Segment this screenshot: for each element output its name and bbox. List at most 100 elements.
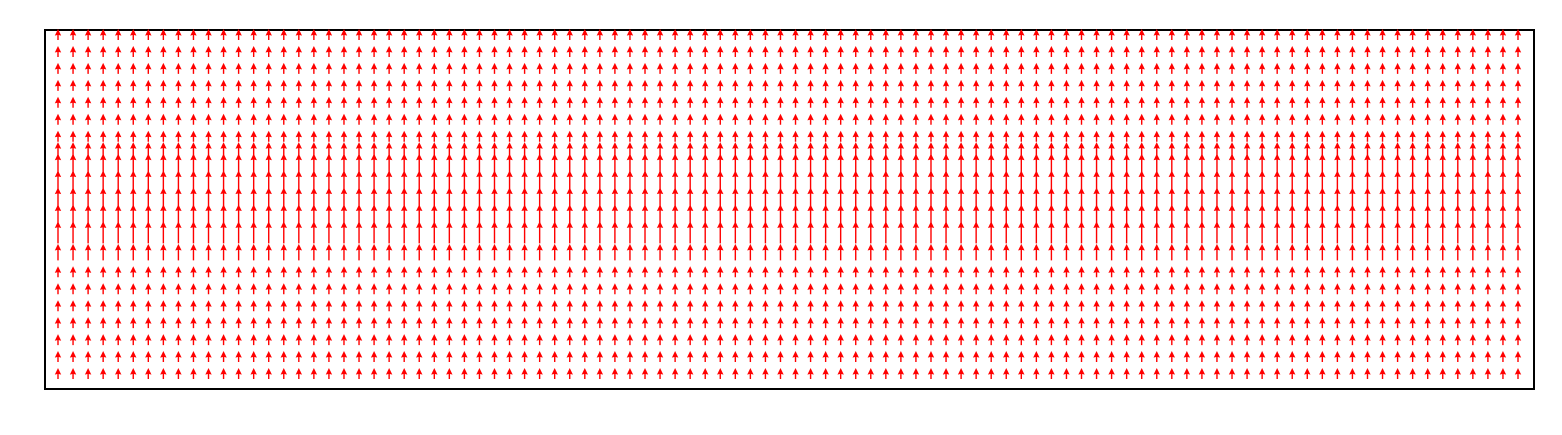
quiver-arrow [987, 170, 995, 193]
quiver-arrow [1499, 351, 1507, 363]
quiver-arrow [1319, 29, 1326, 40]
quiver-arrow [130, 187, 137, 210]
quiver-arrow [807, 317, 814, 329]
quiver-arrow [897, 334, 905, 346]
quiver-arrow [957, 170, 965, 193]
quiver-arrow [1213, 79, 1221, 91]
quiver-arrow [987, 79, 995, 91]
quiver-arrow [1198, 45, 1206, 57]
quiver-arrow [912, 130, 920, 142]
quiver-arrow [416, 62, 423, 74]
quiver-arrow [1289, 300, 1296, 312]
quiver-arrow [416, 300, 423, 312]
quiver-arrow [747, 300, 754, 312]
quiver-arrow [1213, 96, 1221, 108]
quiver-arrow [867, 351, 874, 363]
quiver-arrow [385, 113, 393, 125]
quiver-arrow [987, 283, 995, 295]
quiver-arrow [1033, 283, 1040, 295]
quiver-arrow [792, 300, 799, 312]
quiver-arrow [431, 187, 438, 210]
quiver-arrow [1304, 283, 1311, 295]
quiver-arrow [837, 96, 844, 108]
quiver-arrow [1364, 221, 1371, 244]
quiver-arrow [957, 153, 965, 176]
quiver-arrow [325, 170, 333, 193]
quiver-arrow [521, 187, 528, 210]
quiver-arrow [702, 368, 709, 379]
quiver-arrow [1048, 204, 1055, 227]
quiver-arrow [310, 243, 318, 261]
quiver-arrow [506, 113, 513, 125]
quiver-arrow [476, 62, 483, 74]
quiver-arrow [837, 300, 844, 312]
quiver-arrow [1078, 29, 1085, 40]
quiver-arrow [581, 243, 589, 261]
quiver-arrow [1093, 283, 1100, 295]
quiver-arrow [867, 204, 874, 227]
quiver-arrow [385, 96, 393, 108]
quiver-arrow [987, 266, 995, 278]
quiver-arrow [1183, 351, 1191, 363]
quiver-arrow [521, 153, 528, 176]
quiver-arrow [1424, 113, 1431, 125]
quiver-arrow [1183, 317, 1191, 329]
quiver-arrow [310, 79, 318, 91]
quiver-arrow [777, 204, 784, 227]
quiver-arrow [446, 62, 453, 74]
quiver-arrow [762, 29, 769, 40]
quiver-arrow [130, 266, 137, 278]
quiver-arrow [656, 79, 664, 91]
quiver-arrow [987, 113, 995, 125]
quiver-arrow [205, 130, 212, 142]
quiver-arrow [385, 351, 393, 363]
quiver-arrow [641, 96, 649, 108]
quiver-arrow [777, 62, 784, 74]
quiver-arrow [1168, 170, 1176, 193]
quiver-arrow [1273, 243, 1281, 261]
quiver-arrow [235, 45, 242, 57]
quiver-arrow [1469, 266, 1477, 278]
quiver-arrow [1033, 29, 1040, 40]
quiver-arrow [1499, 334, 1507, 346]
quiver-arrow [446, 29, 453, 40]
quiver-arrow [355, 113, 363, 125]
quiver-arrow [777, 368, 784, 379]
quiver-arrow [867, 317, 874, 329]
quiver-arrow [942, 300, 950, 312]
quiver-arrow [702, 204, 709, 227]
quiver-arrow [145, 243, 152, 261]
quiver-arrow [747, 130, 754, 142]
quiver-arrow [54, 317, 62, 329]
quiver-arrow [1123, 187, 1130, 210]
quiver-arrow [1273, 283, 1281, 295]
quiver-arrow [1123, 266, 1130, 278]
quiver-arrow [1153, 300, 1160, 312]
quiver-arrow [1484, 96, 1492, 108]
quiver-arrow [205, 79, 212, 91]
quiver-arrow [1093, 368, 1100, 379]
quiver-arrow [400, 368, 408, 379]
quiver-arrow [1289, 317, 1296, 329]
quiver-arrow [611, 45, 619, 57]
quiver-arrow [762, 221, 769, 244]
quiver-arrow [581, 153, 589, 176]
quiver-arrow [596, 300, 604, 312]
quiver-arrow [1033, 130, 1040, 142]
quiver-arrow [1228, 142, 1236, 159]
quiver-arrow [551, 221, 558, 244]
quiver-arrow [491, 317, 498, 329]
quiver-arrow [536, 153, 543, 176]
quiver-arrow [807, 368, 814, 379]
quiver-arrow [686, 266, 694, 278]
quiver-arrow [145, 334, 152, 346]
quiver-arrow [1018, 29, 1025, 40]
quiver-arrow [340, 29, 348, 40]
quiver-arrow [717, 351, 724, 363]
quiver-arrow [1409, 300, 1416, 312]
quiver-arrow [536, 170, 543, 193]
quiver-arrow [220, 142, 227, 159]
quiver-arrow [99, 221, 107, 244]
quiver-arrow [656, 96, 664, 108]
quiver-arrow [762, 368, 769, 379]
